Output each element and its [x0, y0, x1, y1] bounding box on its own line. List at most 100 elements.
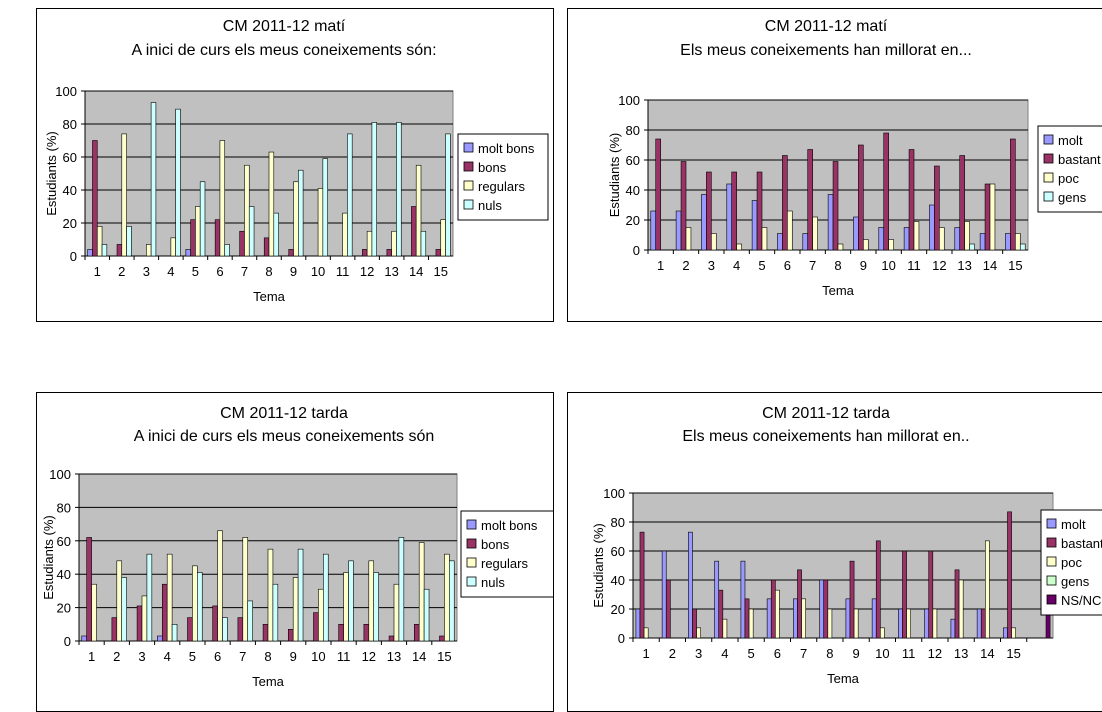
chart-svg: CM 2011-12 matí Els meus coneixements han… [607, 18, 1102, 298]
bar-bastant [655, 138, 661, 251]
legend-label: molt [1058, 133, 1083, 148]
bar-regulars [293, 181, 299, 257]
legend-label: poc [1058, 171, 1079, 186]
chart-svg: CM 2011-12 tarda Els meus coneixements ha… [591, 405, 1102, 686]
bar-nuls [171, 624, 178, 642]
x-tick-label: 7 [239, 649, 246, 664]
x-tick-label: 8 [265, 264, 272, 279]
chart-title: CM 2011-12 tarda [220, 405, 348, 422]
bar-bastant [744, 598, 750, 639]
x-tick-label: 10 [875, 646, 889, 661]
bar-molt-bons [87, 249, 93, 257]
bar-bons [214, 219, 221, 257]
bar-molt-bons [81, 635, 87, 642]
x-axis-label: Tema [252, 674, 285, 689]
bar-bastant [954, 569, 960, 639]
bar-molt [714, 560, 720, 639]
bar-poc [787, 210, 793, 251]
x-tick-label: 12 [362, 649, 376, 664]
legend-swatch [1043, 172, 1054, 183]
x-tick-label: 6 [784, 258, 791, 273]
bar-bastant [984, 183, 991, 251]
x-tick-label: 6 [216, 264, 223, 279]
bar-nuls [126, 226, 132, 257]
bar-bons [92, 140, 98, 257]
bar-nuls [272, 583, 279, 642]
bar-poc [801, 598, 806, 639]
legend-swatch [1043, 191, 1054, 202]
bar-poc [913, 221, 920, 251]
bar-bons [411, 206, 417, 257]
bar-gens [1019, 243, 1026, 251]
bar-bastant [731, 171, 737, 251]
legend-swatch [463, 199, 474, 210]
y-tick-label: 100 [49, 467, 71, 482]
bar-regulars [393, 583, 400, 642]
bar-poc [985, 540, 990, 639]
bar-nuls [420, 230, 427, 257]
bar-bastant [908, 149, 915, 251]
bar-nuls [222, 617, 228, 642]
bar-molt [871, 598, 877, 639]
chart-title: CM 2011-12 tarda [762, 405, 890, 422]
bar-regulars [391, 230, 397, 257]
bar-poc [643, 627, 649, 639]
bar-nuls [423, 588, 430, 642]
bar-molt [979, 233, 986, 251]
y-tick-label: 0 [618, 631, 625, 646]
legend-label: poc [1061, 555, 1082, 570]
bar-bons [111, 617, 118, 642]
legend-label: bastant [1058, 152, 1101, 167]
bar-regulars [141, 595, 148, 642]
bar-regulars [146, 244, 152, 257]
bar-molt [802, 233, 809, 251]
bar-bastant [883, 132, 889, 251]
bar-bons [388, 635, 395, 642]
bar-nuls [373, 572, 379, 642]
y-tick-label: 40 [626, 183, 640, 198]
bar-molt [777, 233, 783, 251]
bar-poc [736, 243, 742, 251]
x-tick-label: 7 [809, 258, 816, 273]
bar-molt [853, 216, 859, 251]
bar-poc [964, 221, 970, 251]
y-tick-label: 40 [611, 573, 625, 588]
x-tick-label: 7 [800, 646, 807, 661]
x-tick-label: 15 [437, 649, 451, 664]
legend-swatch [1046, 575, 1057, 586]
bar-nuls [322, 158, 328, 257]
bar-nuls [247, 600, 253, 642]
y-tick-label: 100 [603, 486, 625, 501]
legend-swatch [463, 161, 474, 172]
bar-molt [950, 618, 956, 639]
legend-swatch [466, 576, 477, 587]
bar-bastant [797, 569, 802, 639]
x-tick-label: 12 [932, 258, 946, 273]
legend-swatch [1043, 134, 1054, 145]
bar-bastant [980, 608, 986, 639]
bar-molt [1005, 233, 1011, 251]
x-tick-label: 2 [113, 649, 120, 664]
bar-bastant [875, 540, 881, 639]
bar-poc [696, 627, 701, 639]
legend-label: nuls [481, 575, 505, 590]
y-tick-label: 0 [64, 634, 71, 649]
bar-poc [711, 233, 717, 251]
bar-regulars [292, 577, 299, 642]
chart-panel-tarda-millora: CM 2011-12 tarda Els meus coneixements ha… [567, 392, 1102, 712]
bar-molt [954, 227, 961, 251]
x-tick-label: 6 [774, 646, 781, 661]
y-tick-label: 80 [611, 515, 625, 530]
bar-molt [976, 608, 982, 639]
x-tick-label: 14 [409, 264, 423, 279]
bar-molt [675, 210, 682, 251]
legend-swatch [466, 538, 477, 549]
x-axis-label: Tema [827, 671, 860, 686]
bar-bons [161, 583, 168, 642]
x-tick-label: 2 [669, 646, 676, 661]
bar-molt [751, 200, 758, 251]
x-tick-label: 13 [387, 649, 401, 664]
bar-regulars [267, 548, 274, 642]
bar-nuls [101, 244, 108, 257]
bar-poc [1015, 233, 1021, 251]
